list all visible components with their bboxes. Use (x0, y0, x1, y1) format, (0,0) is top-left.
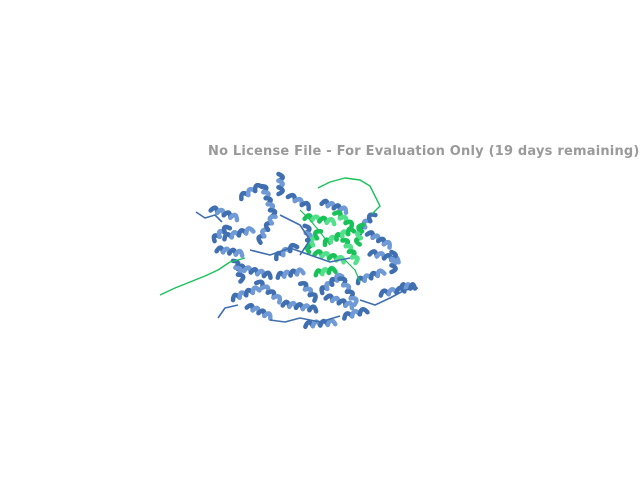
coil-segment (159, 257, 246, 296)
chain-a-ribbons (208, 171, 418, 330)
helix-turn (337, 205, 349, 215)
helix-turn (325, 318, 338, 328)
helix-turn (307, 292, 318, 303)
coil-segment (299, 209, 331, 246)
helix-turn (381, 239, 392, 250)
helix-turn (349, 254, 360, 266)
coil-loops (159, 177, 419, 323)
helix-turn (389, 263, 398, 275)
helix-turn (250, 285, 262, 296)
helix-turn (243, 226, 256, 236)
helix-turn (366, 212, 378, 224)
coil-segment (217, 304, 239, 319)
helix-turn (262, 311, 273, 321)
chain-b-ribbons (302, 210, 366, 278)
helix-turn (375, 268, 387, 279)
helix-turn (324, 217, 337, 227)
helix-turn (348, 295, 359, 307)
helix-turn (334, 272, 345, 283)
helix-turn (228, 212, 240, 223)
helix-turn (343, 219, 355, 231)
license-watermark: No License File - For Evaluation Only (1… (208, 144, 640, 159)
coil-segment (359, 287, 419, 306)
helix-turn (294, 267, 306, 277)
coil-segment (279, 214, 311, 256)
helix-turn (343, 300, 355, 311)
helix-turn (267, 214, 278, 226)
helix-turn (307, 304, 319, 314)
helix-turn (233, 248, 245, 258)
helix-turn (408, 282, 418, 291)
helix-turn (326, 265, 338, 276)
helix-turn (357, 306, 370, 317)
helix-turn (235, 272, 246, 284)
helix-turn (287, 242, 300, 254)
coil-segment (249, 247, 351, 263)
helix-turn (276, 185, 285, 197)
coil-segment (317, 177, 381, 215)
helix-turn (334, 254, 346, 265)
coil-segment (269, 315, 341, 323)
helix-turn (261, 270, 273, 281)
helix-turn (299, 200, 311, 212)
helix-turn (221, 224, 233, 235)
helix-turn (271, 294, 283, 305)
coil-segment (195, 211, 223, 223)
coil-segment (344, 259, 361, 283)
helix-turn (356, 222, 366, 234)
